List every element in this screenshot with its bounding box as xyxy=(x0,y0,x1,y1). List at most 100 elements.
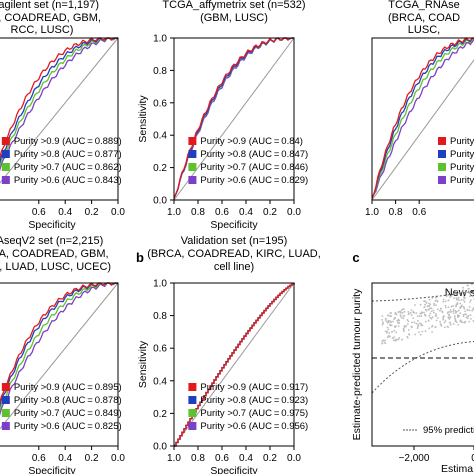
x-tick-label: 0.4 xyxy=(239,453,253,464)
legend-entry: Purity >0.8 (AUC = 0.877) xyxy=(14,149,122,160)
scatter-point xyxy=(435,319,438,322)
diagonal-reference-line xyxy=(0,37,119,184)
x-tick-label: 0.4 xyxy=(58,453,72,464)
scatter-point xyxy=(454,320,457,323)
scatter-point xyxy=(463,301,466,303)
scatter-point xyxy=(403,325,406,327)
scatter-point xyxy=(463,297,465,299)
scatter-point xyxy=(471,283,473,286)
y-tick-label: 0.0 xyxy=(153,196,167,207)
scatter-point xyxy=(385,320,388,323)
scatter-point xyxy=(454,290,457,292)
scatter-point xyxy=(442,315,445,318)
scatter-point xyxy=(406,323,409,325)
roc-curve-1 xyxy=(371,37,474,199)
scatter-point xyxy=(463,306,465,309)
scatter-point xyxy=(431,325,433,328)
scatter-point xyxy=(417,323,419,325)
chart-title-line: KIRC, LUAD, LUSC, UCEC) xyxy=(0,261,111,273)
chart-title-line: BRCA, COADREAD, GBM, xyxy=(0,248,109,260)
scatter-point xyxy=(435,314,438,317)
x-tick-label: −2,000 xyxy=(399,453,430,464)
scatter-point xyxy=(407,329,410,331)
scatter-point xyxy=(395,331,397,334)
scatter-point xyxy=(449,309,452,311)
scatter-point xyxy=(407,313,410,316)
scatter-point xyxy=(433,302,435,305)
scatter-point xyxy=(428,298,431,301)
scatter-point xyxy=(436,317,439,319)
x-tick-label: 0.0 xyxy=(287,453,301,464)
scatter-point xyxy=(449,323,452,326)
plot-frame xyxy=(371,282,474,447)
scatter-point xyxy=(393,329,396,332)
legend-swatch xyxy=(1,137,10,145)
scatter-point xyxy=(424,313,426,316)
scatter-point xyxy=(384,319,387,321)
scatter-point xyxy=(415,322,418,325)
scatter-point xyxy=(428,314,431,317)
scatter-point xyxy=(457,323,460,326)
scatter-point xyxy=(456,303,459,306)
scatter-point xyxy=(428,305,430,308)
scatter-point xyxy=(452,308,455,311)
legend-swatch xyxy=(188,163,197,171)
scatter-point xyxy=(454,318,457,321)
scatter-point xyxy=(442,300,445,303)
y-tick-label: 0.4 xyxy=(153,131,167,142)
plot-frame xyxy=(0,37,119,201)
scatter-point xyxy=(417,319,419,322)
scatter-point xyxy=(459,312,462,315)
scatter-point xyxy=(395,325,397,327)
legend-swatch xyxy=(438,137,446,145)
scatter-point xyxy=(396,319,399,322)
roc-curve-2 xyxy=(0,282,118,413)
scatter-point xyxy=(381,319,383,321)
chart-title-line: (BRCA, COADREAD, KIRC, LUAD, xyxy=(147,248,321,260)
scatter-point xyxy=(424,300,427,303)
x-tick-label: 0.6 xyxy=(412,207,426,218)
scatter-point xyxy=(461,321,463,324)
scatter-point xyxy=(414,333,417,336)
scatter-point xyxy=(424,320,427,323)
scatter-point xyxy=(416,315,419,317)
roc-curve-2 xyxy=(0,37,118,168)
prediction-band-upper xyxy=(371,290,474,302)
legend-entry: 95% predictio xyxy=(423,425,474,436)
scatter-point xyxy=(447,326,450,328)
legend-entry: Purity >0.9 (AUC = 0.917) xyxy=(200,382,308,393)
x-tick-label: 0.0 xyxy=(111,453,125,464)
scatter-point xyxy=(407,311,410,313)
scatter-point xyxy=(403,330,405,333)
scatter-point xyxy=(428,308,430,311)
x-tick-label: 0.6 xyxy=(215,207,229,218)
roc-curve-0 xyxy=(0,37,119,160)
scatter-point xyxy=(431,331,433,333)
scatter-point xyxy=(416,326,419,328)
scatter-point xyxy=(462,290,464,293)
legend-swatch xyxy=(1,422,10,430)
legend-swatch xyxy=(1,150,10,158)
chart-title-line: cell line) xyxy=(214,261,254,273)
scatter-point xyxy=(386,330,388,333)
scatter-point xyxy=(405,325,408,327)
roc-curve-0 xyxy=(0,282,119,405)
x-tick-label: 0.2 xyxy=(85,207,99,218)
scatter-point xyxy=(467,290,470,293)
scatter-point xyxy=(388,314,391,317)
scatter-point xyxy=(420,323,422,325)
scatter-point xyxy=(407,320,410,323)
scatter-point xyxy=(419,303,422,306)
scatter-point xyxy=(428,302,430,305)
scatter-point xyxy=(393,339,395,342)
scatter-point xyxy=(402,308,405,311)
scatter-point xyxy=(450,311,453,313)
scatter-point xyxy=(448,321,451,324)
chart-title-line: RNAseqV2 set (n=2,215) xyxy=(0,235,103,247)
scatter-point xyxy=(381,342,384,345)
scatter-point xyxy=(455,310,458,313)
scatter-point xyxy=(455,297,458,299)
scatter-point xyxy=(412,317,414,319)
scatter-point xyxy=(469,295,471,298)
legend-entry: Purity >0.6 (AUC = 0.825) xyxy=(14,421,122,432)
